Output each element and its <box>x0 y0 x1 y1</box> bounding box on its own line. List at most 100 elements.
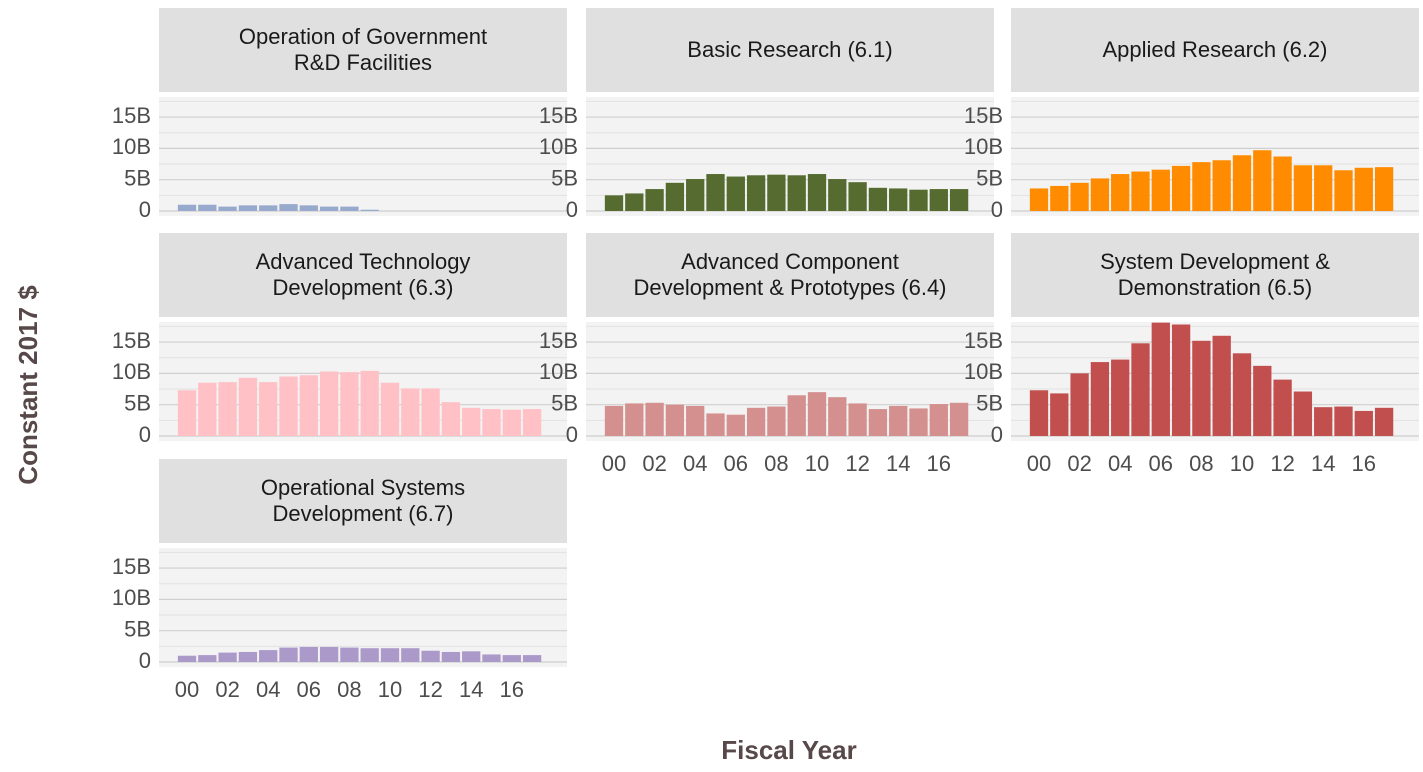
bar <box>746 175 766 211</box>
bar <box>1212 335 1231 436</box>
bar <box>767 406 786 436</box>
x-tick-label: 04 <box>256 677 280 702</box>
bar <box>787 395 806 436</box>
x-tick-label: 00 <box>175 677 199 702</box>
bar <box>218 206 237 211</box>
bar <box>1232 353 1252 436</box>
bar <box>401 388 420 436</box>
bar <box>1273 379 1292 436</box>
bar <box>279 204 298 211</box>
bar <box>909 408 928 436</box>
x-tick-label: 06 <box>1149 451 1173 476</box>
bar <box>1111 174 1130 211</box>
bar <box>706 413 725 436</box>
y-tick-label: 5B <box>124 165 151 190</box>
bar <box>1151 169 1170 211</box>
bar <box>1029 390 1049 436</box>
facet-title: Operational Systems Development (6.7) <box>159 459 567 543</box>
x-axis-title: Fiscal Year <box>721 735 856 765</box>
bar <box>198 382 217 436</box>
bar <box>726 176 745 211</box>
bar <box>340 206 359 211</box>
bar <box>767 174 786 211</box>
bar <box>889 188 908 211</box>
bar <box>929 404 948 436</box>
bar <box>1293 391 1313 436</box>
bar <box>1111 359 1130 436</box>
bar <box>441 651 461 662</box>
bar <box>401 648 420 662</box>
x-tick-label: 02 <box>642 451 666 476</box>
bar <box>462 651 481 662</box>
bar <box>1050 393 1069 436</box>
x-tick-label: 14 <box>886 451 910 476</box>
x-tick-label: 12 <box>418 677 442 702</box>
bar <box>625 403 644 436</box>
bar <box>848 403 867 436</box>
bar <box>380 382 400 436</box>
x-tick-label: 00 <box>602 451 626 476</box>
bar <box>787 175 806 211</box>
bar <box>828 397 847 436</box>
bar <box>889 405 908 436</box>
y-tick-label: 15B <box>539 103 578 128</box>
y-tick-label: 10B <box>539 359 578 384</box>
x-tick-label: 16 <box>500 677 524 702</box>
y-axis-title: Constant 2017 $ <box>13 285 43 485</box>
bar <box>238 651 258 662</box>
y-tick-label: 15B <box>112 554 151 579</box>
bar <box>1131 171 1150 211</box>
bar <box>238 205 258 211</box>
bar <box>279 647 298 662</box>
x-tick-label: 00 <box>1027 451 1051 476</box>
bar <box>625 193 644 211</box>
bar <box>198 655 217 662</box>
bar <box>604 405 624 436</box>
bar <box>807 174 827 211</box>
y-tick-label: 10B <box>112 585 151 610</box>
bar <box>299 646 318 662</box>
x-tick-label: 06 <box>724 451 748 476</box>
bar <box>218 652 237 662</box>
bar <box>421 388 440 436</box>
bar <box>1192 340 1211 436</box>
x-tick-label: 12 <box>845 451 869 476</box>
facet-title: System Development & Demonstration (6.5) <box>1011 233 1419 317</box>
bar <box>828 179 847 211</box>
bar <box>686 179 705 211</box>
bar <box>1314 165 1333 211</box>
bar <box>340 372 359 436</box>
bar <box>421 650 440 662</box>
x-tick-label: 14 <box>1311 451 1335 476</box>
bar <box>1192 162 1211 211</box>
x-tick-label: 12 <box>1270 451 1294 476</box>
bar <box>1273 156 1292 211</box>
y-tick-label: 15B <box>964 328 1003 353</box>
bar <box>929 189 948 211</box>
facet-title: Advanced Component Development & Prototy… <box>586 233 994 317</box>
bar <box>1050 185 1069 211</box>
bar <box>238 377 258 436</box>
bar <box>1090 362 1110 436</box>
x-tick-label: 16 <box>1352 451 1376 476</box>
bar <box>848 182 867 211</box>
bar <box>686 405 705 436</box>
x-tick-label: 16 <box>927 451 951 476</box>
bar <box>340 647 359 662</box>
y-tick-label: 15B <box>539 328 578 353</box>
x-tick-label: 14 <box>459 677 483 702</box>
y-tick-label: 10B <box>112 134 151 159</box>
bar <box>502 655 521 662</box>
bar <box>949 402 969 436</box>
y-tick-label: 5B <box>124 616 151 641</box>
y-tick-label: 10B <box>964 359 1003 384</box>
bar <box>218 382 237 436</box>
facet-title: Applied Research (6.2) <box>1011 8 1419 92</box>
bar <box>482 409 501 436</box>
bar <box>746 407 766 436</box>
bar <box>645 189 664 211</box>
y-tick-label: 5B <box>976 390 1003 415</box>
bar <box>177 655 197 662</box>
